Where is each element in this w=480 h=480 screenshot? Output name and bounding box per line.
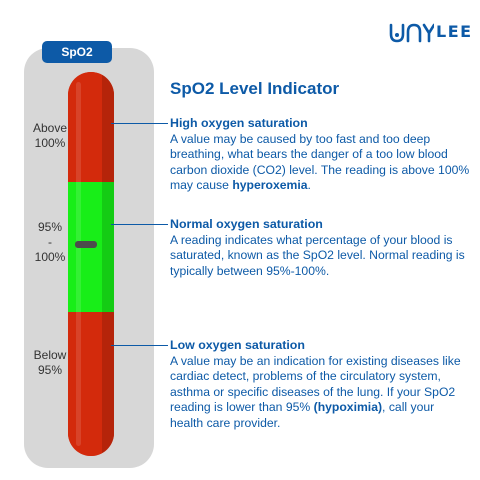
low-saturation-heading: Low oxygen saturation — [170, 338, 305, 352]
low-saturation-text: A value may be an indication for existin… — [170, 354, 470, 432]
brand-mark-icon — [389, 23, 434, 43]
low-text-end: , call your health care provider. — [170, 400, 435, 430]
label-above: Above 100% — [24, 121, 76, 151]
label-normal-line2: - — [48, 235, 52, 249]
high-saturation-heading: High oxygen saturation — [170, 116, 308, 130]
label-below-line1: Below — [33, 348, 67, 362]
low-zone — [68, 312, 114, 456]
label-normal-line1: 95% — [37, 220, 63, 234]
connector-high — [111, 123, 168, 124]
label-below: Below 95% — [24, 348, 76, 378]
normal-saturation-heading: Normal oxygen saturation — [170, 217, 323, 231]
normal-saturation-section: Normal oxygen saturation A reading indic… — [170, 217, 470, 279]
low-saturation-section: Low oxygen saturation A value may be an … — [170, 338, 470, 431]
label-normal-line3: 100% — [34, 250, 66, 264]
spo2-tube — [68, 72, 114, 456]
normal-saturation-text: A reading indicates what percentage of y… — [170, 232, 465, 278]
connector-low — [111, 345, 168, 346]
high-text-main: A value may be caused by too fast and to… — [170, 131, 470, 193]
page-title: SpO2 Level Indicator — [170, 79, 340, 98]
high-saturation-text: A value may be caused by too fast and to… — [170, 132, 470, 194]
brand-text: LEE — [436, 22, 473, 41]
high-text-emphasis: hyperoxemia — [232, 178, 308, 192]
high-text-end: . — [307, 178, 311, 192]
label-above-line1: Above — [32, 121, 68, 135]
spo2-badge: SpO2 — [42, 41, 112, 63]
label-above-line2: 100% — [34, 136, 66, 150]
low-text-main: A value may be an indication for existin… — [170, 353, 461, 415]
tube-shade — [102, 72, 114, 456]
label-below-line2: 95% — [37, 363, 63, 377]
high-zone — [68, 72, 114, 182]
low-text-emphasis: (hypoximia) — [313, 400, 383, 414]
high-saturation-section: High oxygen saturation A value may be ca… — [170, 116, 470, 194]
level-indicator — [75, 241, 97, 248]
tube-gloss — [76, 82, 81, 446]
label-normal: 95% - 100% — [24, 220, 76, 265]
connector-normal — [111, 224, 168, 225]
